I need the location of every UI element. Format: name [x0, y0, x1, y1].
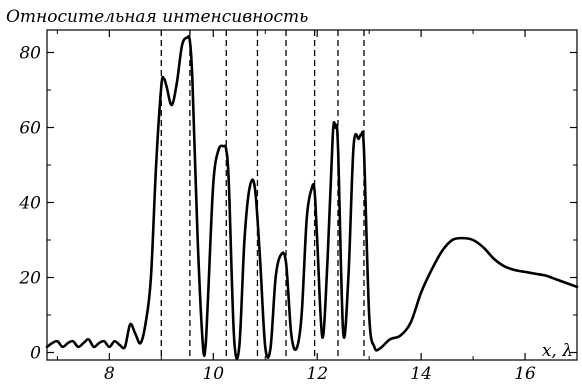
x-tick-label: 14 [410, 364, 432, 384]
y-tick-label: 80 [19, 44, 41, 64]
y-tick-label: 60 [19, 119, 41, 139]
plot-area: 8 10 12 14 16 0 20 40 60 80 [18, 30, 579, 384]
y-tick-label: 20 [18, 269, 41, 289]
x-tick-label: 16 [514, 364, 536, 384]
y-axis-title: Относительная интенсивность [6, 7, 308, 27]
y-tick-label: 0 [30, 344, 41, 364]
x-tick-label: 12 [306, 364, 328, 384]
y-tick-label: 40 [18, 194, 41, 214]
plot-frame [46, 29, 578, 361]
intensity-series-line [45, 35, 579, 360]
x-tick-label: 10 [202, 364, 224, 384]
x-tick-label: 8 [104, 364, 115, 384]
x-axis-title: x, λ [542, 341, 573, 361]
